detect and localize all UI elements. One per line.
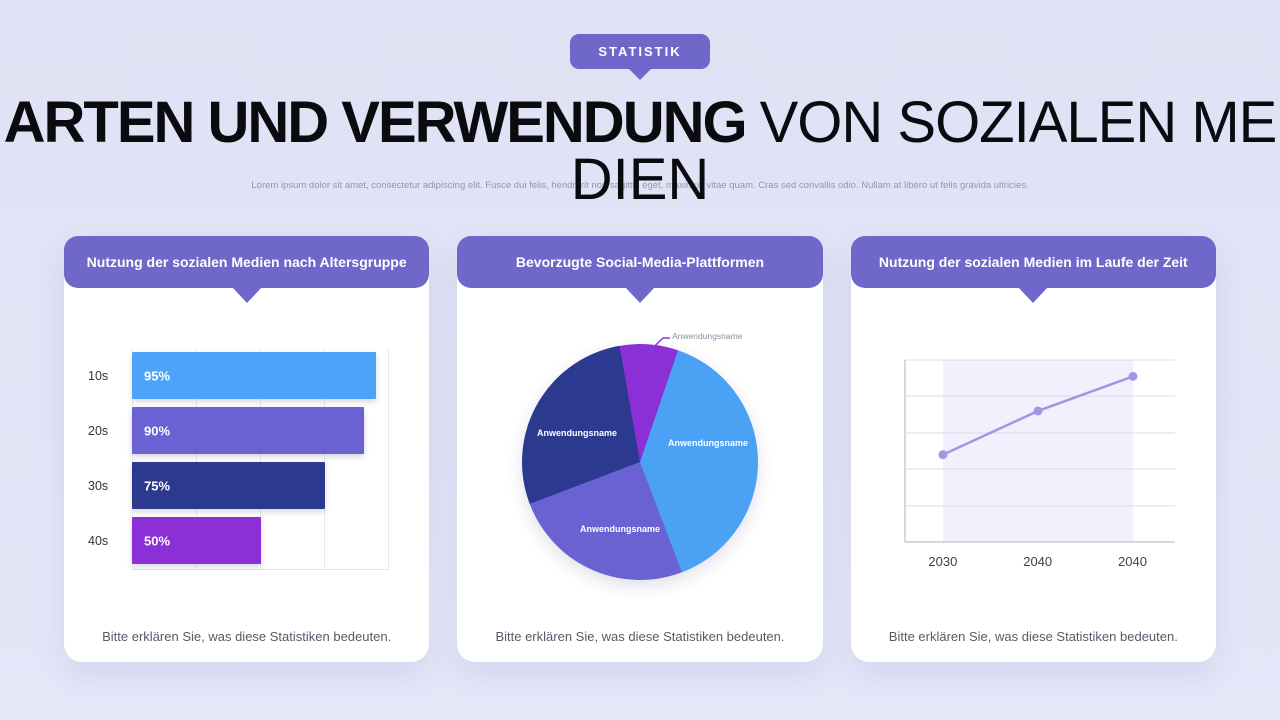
card-title-badge: Nutzung der sozialen Medien nach Altersg…: [64, 236, 430, 288]
bar-row: 20s 90%: [88, 403, 401, 458]
page-title-bold: ARTEN UND VERWENDUNG: [3, 90, 748, 155]
bar-value-label: 75%: [144, 478, 171, 493]
bar: 95%: [132, 352, 377, 399]
page-title-light: VON SOZIALEN ME: [759, 90, 1278, 155]
card-over-time: Nutzung der sozialen Medien im Laufe der…: [850, 236, 1216, 662]
line-data-point: [1128, 371, 1138, 381]
line-chart-band: [942, 360, 1133, 542]
line-chart: 2030 2040 2040: [891, 352, 1181, 570]
statistik-badge: STATISTIK: [570, 34, 710, 69]
line-chart-gridlines: [904, 359, 1175, 507]
card-caption: Bitte erklären Sie, was diese Statistike…: [102, 629, 392, 644]
bar: 50%: [132, 517, 261, 564]
bar-row: 10s 95%: [88, 348, 401, 403]
line-data-point: [938, 450, 948, 460]
bar: 90%: [132, 407, 364, 454]
bar-track: 50%: [132, 517, 389, 564]
pie-slice-label: Anwendungsname: [579, 524, 660, 534]
pie-chart: [521, 344, 758, 580]
pie-chart-wrap: Anwendungsname Anwendungsname Anwendungs…: [520, 326, 760, 580]
bar-track: 95%: [132, 352, 389, 399]
card-age-groups: Nutzung der sozialen Medien nach Altersg…: [64, 236, 430, 662]
subtitle: Lorem ipsum dolor sit amet, consectetur …: [251, 180, 1029, 191]
card-caption: Bitte erklären Sie, was diese Statistike…: [888, 629, 1178, 644]
bar-category-label: 20s: [88, 423, 109, 438]
x-tick-label: 2040: [1118, 554, 1147, 569]
card-title: Nutzung der sozialen Medien im Laufe der…: [878, 254, 1188, 270]
card-title-badge: Nutzung der sozialen Medien im Laufe der…: [850, 236, 1216, 288]
bar-row: 30s 75%: [88, 458, 401, 513]
card-title: Bevorzugte Social-Media-Plattformen: [515, 254, 765, 270]
line-chart-svg: [903, 359, 1175, 543]
bar-category-label: 40s: [88, 533, 109, 548]
card-title: Nutzung der sozialen Medien nach Altersg…: [86, 254, 407, 270]
statistik-badge-wrap: STATISTIK: [0, 34, 1280, 80]
bar-value-label: 90%: [144, 423, 171, 438]
bar-row: 40s 50%: [88, 513, 401, 568]
x-tick-label: 2030: [928, 554, 958, 569]
card-title-badge: Bevorzugte Social-Media-Plattformen: [457, 236, 823, 288]
bar-track: 90%: [132, 407, 389, 454]
x-tick-label: 2040: [1023, 554, 1053, 569]
page-title-line1: ARTEN UND VERWENDUNG VON SOZIALEN ME: [0, 94, 1280, 152]
pie-slice-label: Anwendungsname: [536, 428, 617, 438]
line-data-point: [1033, 406, 1043, 416]
card-platforms: Bevorzugte Social-Media-Plattformen Anwe…: [457, 236, 823, 662]
badge-pointer: [629, 69, 651, 80]
pie-slice-label: Anwendungsname: [667, 438, 748, 448]
bar-category-label: 10s: [88, 368, 109, 383]
x-axis-labels: 2030 2040 2040: [891, 554, 1181, 570]
bar-chart: 10s 95% 20s 90% 30s: [88, 348, 401, 574]
bar-track: 75%: [132, 462, 389, 509]
bar-category-label: 30s: [88, 478, 109, 493]
bar: 75%: [132, 462, 325, 509]
line-chart-axes: [903, 360, 1175, 543]
pie-slice-callout-label: Anwendungsname: [671, 331, 743, 341]
stat-cards-row: Nutzung der sozialen Medien nach Altersg…: [64, 236, 1216, 662]
page-title-line2: DIEN: [570, 147, 710, 212]
bar-value-label: 50%: [144, 533, 171, 548]
bar-value-label: 95%: [144, 368, 171, 383]
card-caption: Bitte erklären Sie, was diese Statistike…: [495, 629, 785, 644]
